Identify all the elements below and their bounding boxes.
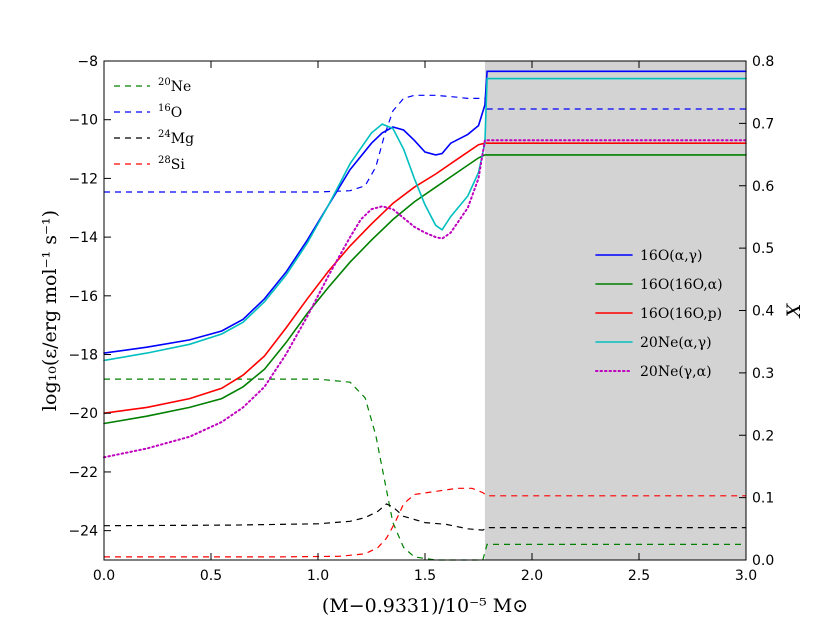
y-tick-label-right: 0.0 xyxy=(752,553,774,569)
legend-rates: 16O(α,γ) 16O(16O,α) 16O(16O,p) 20Ne(α,γ) 20N… xyxy=(595,248,723,380)
y-tick-label-left: −16 xyxy=(68,289,98,305)
abundance-line-1 xyxy=(104,94,746,193)
legend-label-24Mg: 24Mg xyxy=(158,129,194,147)
y-tick-label-right: 0.8 xyxy=(752,54,774,70)
legend-label-rate-1: 16O(16O,α) xyxy=(640,277,723,293)
legend-abundances: 20Ne 16O 24Mg 28Si xyxy=(114,77,194,173)
x-tick-label: 0.0 xyxy=(93,568,115,584)
ticks-layer: 0.0 0.5 1.0 1.5 2.0 2.5 3.0 −8 −10 −12 −14 −16 −18 −2… xyxy=(68,54,774,584)
rate-line-1 xyxy=(103,154,747,425)
y-tick-label-right: 0.2 xyxy=(752,428,774,444)
legend-label-28Si: 28Si xyxy=(158,155,185,173)
y-tick-label-left: −14 xyxy=(68,230,98,246)
x-tick-label: 1.5 xyxy=(414,568,436,584)
y-tick-label-left: −20 xyxy=(68,406,98,422)
rate-line-0 xyxy=(103,70,747,354)
legend-label-rate-4: 20Ne(γ,α) xyxy=(640,364,712,380)
legend-label-rate-3: 20Ne(α,γ) xyxy=(640,335,712,351)
legend-label-rate-2: 16O(16O,p) xyxy=(640,306,722,322)
rate-line-2 xyxy=(103,142,747,415)
y-tick-label-left: −18 xyxy=(68,348,98,364)
y-tick-label-right: 0.1 xyxy=(752,491,774,507)
x-tick-label: 1.0 xyxy=(307,568,329,584)
y-tick-label-right: 0.6 xyxy=(752,179,774,195)
y-tick-label-right: 0.3 xyxy=(752,366,774,382)
y-tick-label-right: 0.4 xyxy=(752,304,774,320)
rate-line-3 xyxy=(103,77,747,362)
x-axis-title: (M−0.9331)/10⁻⁵ M⊙ xyxy=(322,595,528,617)
y-axis-title-left: log₁₀(ε/erg mol⁻¹ s⁻¹) xyxy=(39,210,61,411)
shaded-region xyxy=(484,61,746,560)
legend-label-rate-0: 16O(α,γ) xyxy=(640,248,703,264)
series-layer xyxy=(103,70,747,561)
y-tick-label-left: −22 xyxy=(68,465,98,481)
x-tick-label: 0.5 xyxy=(200,568,222,584)
y-tick-label-left: −8 xyxy=(77,54,98,70)
y-tick-label-right: 0.7 xyxy=(752,116,774,132)
legend-label-16O: 16O xyxy=(158,103,182,121)
y-axis-title-right: X xyxy=(783,302,805,319)
y-tick-label-right: 0.5 xyxy=(752,241,774,257)
legend-label-20Ne: 20Ne xyxy=(158,77,191,95)
y-tick-label-left: −10 xyxy=(68,113,98,129)
x-tick-label: 2.5 xyxy=(628,568,650,584)
x-tick-label: 2.0 xyxy=(521,568,543,584)
rate-line-4 xyxy=(103,139,747,459)
abundance-line-2 xyxy=(103,503,746,531)
y-tick-label-left: −12 xyxy=(68,171,98,187)
abundance-line-3 xyxy=(104,487,746,558)
y-tick-label-left: −24 xyxy=(68,524,98,540)
x-tick-label: 3.0 xyxy=(735,568,757,584)
abundance-line-0 xyxy=(104,378,746,561)
